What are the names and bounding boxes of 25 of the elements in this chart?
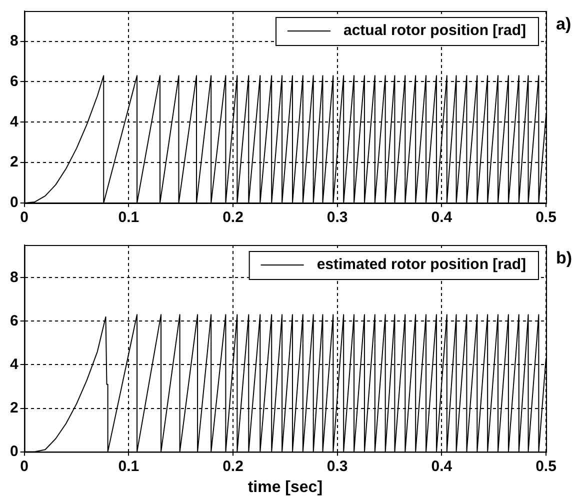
x-tick-label: 0.1 (118, 458, 140, 475)
y-tick-label: 2 (10, 154, 18, 171)
x-tick-label: 0.3 (326, 458, 348, 475)
y-tick-label: 4 (10, 356, 19, 373)
legend-label: estimated rotor position [rad] (316, 256, 526, 274)
y-tick-label: 8 (10, 268, 18, 286)
y-tick-label: 8 (10, 32, 18, 50)
x-tick-label: 0.4 (431, 209, 453, 226)
y-tick-label: 0 (10, 194, 18, 212)
x-tick-label: 0.1 (118, 209, 140, 226)
x-tick-label: 0.5 (536, 458, 556, 475)
x-tick-label: 0.2 (222, 209, 244, 226)
text: a) (556, 14, 572, 34)
y-tick-label: 6 (10, 72, 18, 90)
x-tick-label: 0.3 (326, 209, 348, 226)
x-tick-label: 0.2 (222, 458, 244, 475)
x-tick-label: 0.5 (536, 209, 556, 226)
y-tick-label: 4 (10, 113, 19, 130)
legend-label: actual rotor position [rad] (343, 22, 526, 40)
text: b) (556, 248, 572, 268)
x-axis-title: time [sec] (248, 478, 323, 496)
x-tick-label: 0.4 (431, 458, 453, 475)
y-tick-label: 0 (10, 442, 18, 460)
y-tick-label: 2 (10, 399, 18, 416)
y-tick-label: 6 (10, 312, 18, 330)
